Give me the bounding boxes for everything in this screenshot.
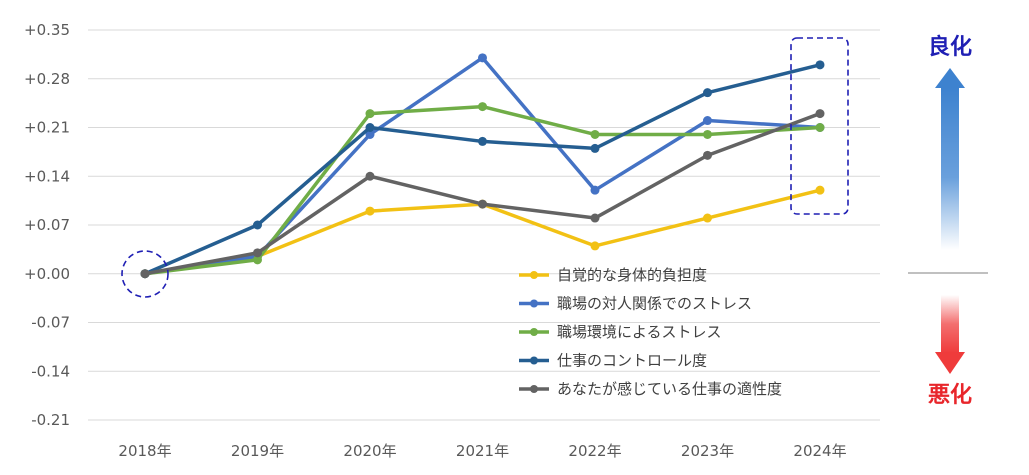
data-point: [703, 150, 712, 160]
data-point: [815, 60, 825, 70]
legend-swatch-marker: [530, 356, 538, 365]
data-point: [590, 129, 600, 139]
series-group: [140, 53, 825, 279]
data-point: [140, 269, 150, 279]
legend-label: 職場環境によるストレス: [557, 323, 722, 341]
y-tick-label: -0.14: [31, 362, 70, 380]
y-tick-label: -0.21: [31, 411, 70, 429]
data-point: [590, 213, 600, 223]
series-4: [140, 60, 825, 279]
data-point: [703, 88, 712, 98]
data-point: [590, 143, 600, 153]
bad-label: 悪化: [928, 382, 972, 408]
x-tick-label: 2023年: [681, 442, 734, 460]
legend-label: 仕事のコントロール度: [557, 352, 707, 370]
y-tick-label: +0.21: [24, 119, 70, 137]
data-point: [365, 129, 375, 139]
y-axis-ticks: +0.35 +0.28 +0.21 +0.14 +0.07 +0.00 -0.07 -0.14…: [24, 21, 70, 429]
legend-item: 職場環境によるストレス: [519, 323, 722, 341]
legend-item: 仕事のコントロール度: [519, 352, 707, 370]
data-point: [478, 136, 487, 146]
data-point: [365, 171, 375, 181]
series-2: [140, 53, 825, 279]
data-point: [478, 199, 487, 209]
x-tick-label: 2020年: [343, 442, 396, 460]
gridlines: [88, 29, 880, 421]
origin-highlight-circle: [121, 250, 169, 298]
x-tick-label: 2021年: [456, 442, 509, 460]
legend-item: 自覚的な身体的負担度: [519, 266, 707, 284]
data-point: [365, 206, 375, 216]
y-tick-label: +0.35: [24, 21, 70, 39]
series-5: [140, 109, 825, 279]
x-tick-label: 2018年: [118, 442, 171, 460]
down-arrow-icon: [935, 295, 965, 374]
data-point: [590, 241, 600, 251]
legend-label: 職場の対人関係でのストレス: [557, 295, 752, 313]
legend-item: あなたが感じている仕事の適性度: [519, 380, 782, 398]
y-tick-label: +0.28: [24, 70, 70, 88]
data-point: [365, 109, 375, 119]
data-point: [703, 129, 712, 139]
x-tick-label: 2024年: [793, 442, 846, 460]
up-arrow-icon: [935, 68, 965, 250]
legend-label: あなたが感じている仕事の適性度: [557, 380, 782, 398]
legend: 自覚的な身体的負担度職場の対人関係でのストレス職場環境によるストレス仕事のコント…: [519, 266, 782, 398]
y-tick-label: -0.07: [31, 314, 70, 332]
legend-swatch-marker: [530, 299, 538, 308]
latest-year-highlight-box: [790, 37, 849, 215]
legend-item: 職場の対人関係でのストレス: [519, 295, 752, 313]
data-point: [478, 53, 487, 63]
data-point: [478, 102, 487, 112]
series-3: [140, 102, 825, 279]
data-point: [253, 255, 262, 265]
data-point: [703, 213, 712, 223]
data-point: [815, 123, 825, 132]
data-point: [590, 185, 600, 195]
series-line: [143, 63, 822, 276]
data-point: [815, 109, 825, 119]
y-tick-label: +0.00: [24, 265, 70, 283]
x-tick-label: 2019年: [231, 442, 284, 460]
legend-label: 自覚的な身体的負担度: [557, 266, 707, 284]
y-tick-label: +0.14: [24, 167, 70, 185]
data-point: [253, 248, 262, 258]
data-point: [703, 116, 712, 126]
good-label: 良化: [928, 34, 972, 60]
y-tick-label: +0.07: [24, 216, 70, 234]
data-point: [253, 220, 262, 230]
x-tick-label: 2022年: [568, 442, 621, 460]
legend-swatch-marker: [530, 385, 538, 393]
x-axis-ticks: 2018年 2019年 2020年 2021年 2022年 2023年 2024年: [118, 442, 846, 460]
legend-swatch-marker: [530, 328, 538, 336]
data-point: [815, 185, 825, 195]
series-line: [143, 104, 822, 276]
data-point: [365, 123, 375, 132]
legend-swatch-marker: [530, 271, 538, 279]
